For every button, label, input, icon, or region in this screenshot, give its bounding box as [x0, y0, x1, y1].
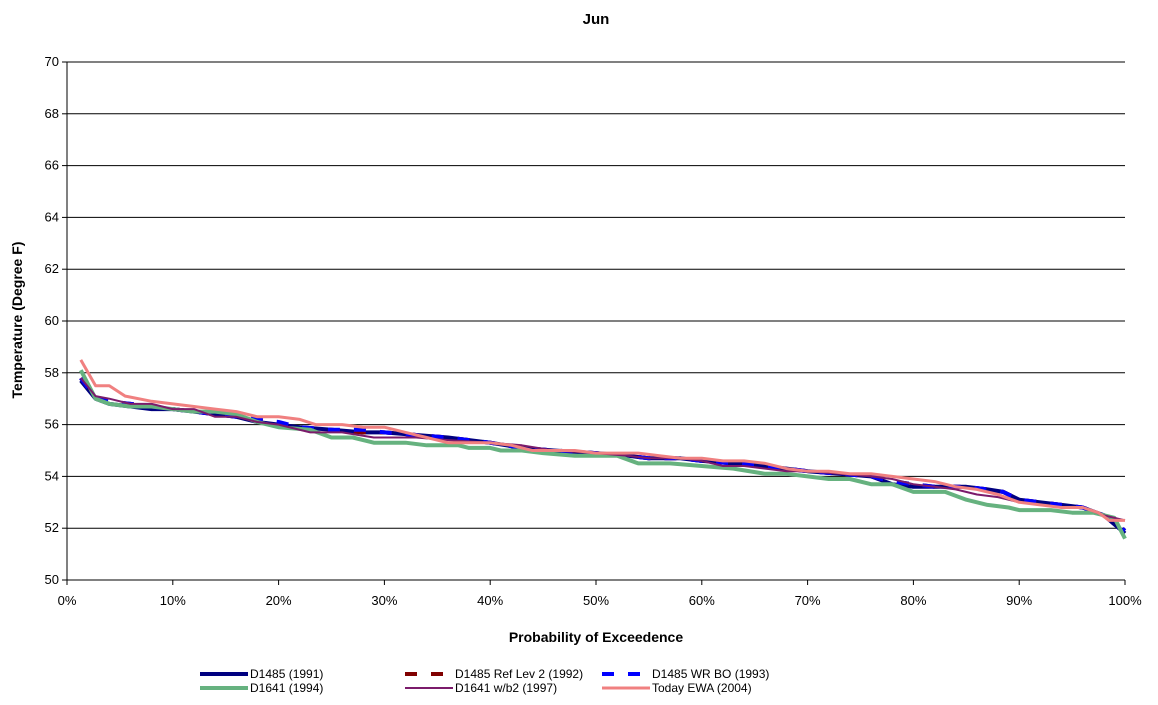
x-tick-label: 40%: [477, 593, 503, 608]
gridlines: [67, 61, 1125, 529]
x-tick-label: 0%: [58, 593, 77, 608]
series-line: [80, 377, 1126, 522]
legend: D1485 (1991) D1485 Ref Lev 2 (1992) D1485 …: [200, 667, 769, 695]
y-axis-ticks: 50 52 54 56 58 60 62 64 66 68 70: [45, 54, 67, 587]
x-tick-label: 50%: [583, 593, 609, 608]
x-axis-ticks: 0% 10% 20% 30% 40% 50% 60% 70% 80% 90% 100%: [58, 580, 1142, 608]
x-tick-label: 10%: [160, 593, 186, 608]
y-axis-title: Temperature (Degree F): [9, 242, 25, 399]
series-line: [79, 369, 1127, 540]
x-tick-label: 80%: [900, 593, 926, 608]
legend-label: D1485 (1991): [250, 667, 323, 681]
legend-label: D1485 WR BO (1993): [652, 667, 769, 681]
legend-label: D1485 Ref Lev 2 (1992): [455, 667, 583, 681]
y-tick-label: 60: [45, 313, 59, 328]
y-tick-label: 64: [45, 209, 59, 224]
chart-title: Jun: [583, 11, 610, 28]
y-tick-label: 66: [45, 158, 59, 173]
x-tick-label: 90%: [1006, 593, 1032, 608]
y-tick-label: 62: [45, 261, 59, 276]
y-tick-label: 54: [45, 468, 59, 483]
x-axis-title: Probability of Exceedence: [509, 629, 683, 645]
x-tick-label: 20%: [266, 593, 292, 608]
x-tick-label: 70%: [795, 593, 821, 608]
legend-label: Today EWA (2004): [652, 681, 752, 695]
series-layer: [79, 359, 1127, 540]
series-line: [79, 359, 1125, 522]
x-tick-label: 60%: [689, 593, 715, 608]
legend-label: D1641 w/b2 (1997): [455, 681, 557, 695]
legend-label: D1641 (1994): [250, 681, 323, 695]
y-tick-label: 56: [45, 417, 59, 432]
y-tick-label: 68: [45, 106, 59, 121]
x-tick-label: 100%: [1108, 593, 1142, 608]
y-tick-label: 50: [45, 572, 59, 587]
x-tick-label: 30%: [371, 593, 397, 608]
y-tick-label: 70: [45, 54, 59, 69]
y-tick-label: 58: [45, 365, 59, 380]
y-tick-label: 52: [45, 520, 59, 535]
